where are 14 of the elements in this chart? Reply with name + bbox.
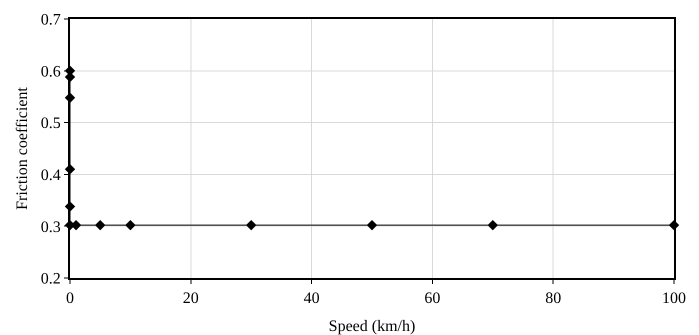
y-tick-label: 0.6 (40, 63, 61, 80)
y-tick-label: 0.4 (40, 167, 61, 184)
y-axis-title: Friction coefficient (14, 86, 31, 210)
x-tick-label: 0 (66, 290, 74, 308)
x-tick-label: 60 (424, 290, 440, 308)
y-tick-label: 0.5 (40, 115, 61, 132)
y-tick-label: 0.2 (40, 270, 61, 288)
x-tick-label: 40 (304, 290, 320, 308)
x-axis-title: Speed (km/h) (328, 318, 416, 335)
x-tick-label: 100 (662, 290, 686, 308)
x-tick-label: 20 (182, 290, 199, 308)
x-tick-label: 80 (545, 290, 562, 308)
y-tick-label: 0.7 (40, 12, 61, 29)
y-tick-label: 0.3 (40, 218, 61, 236)
